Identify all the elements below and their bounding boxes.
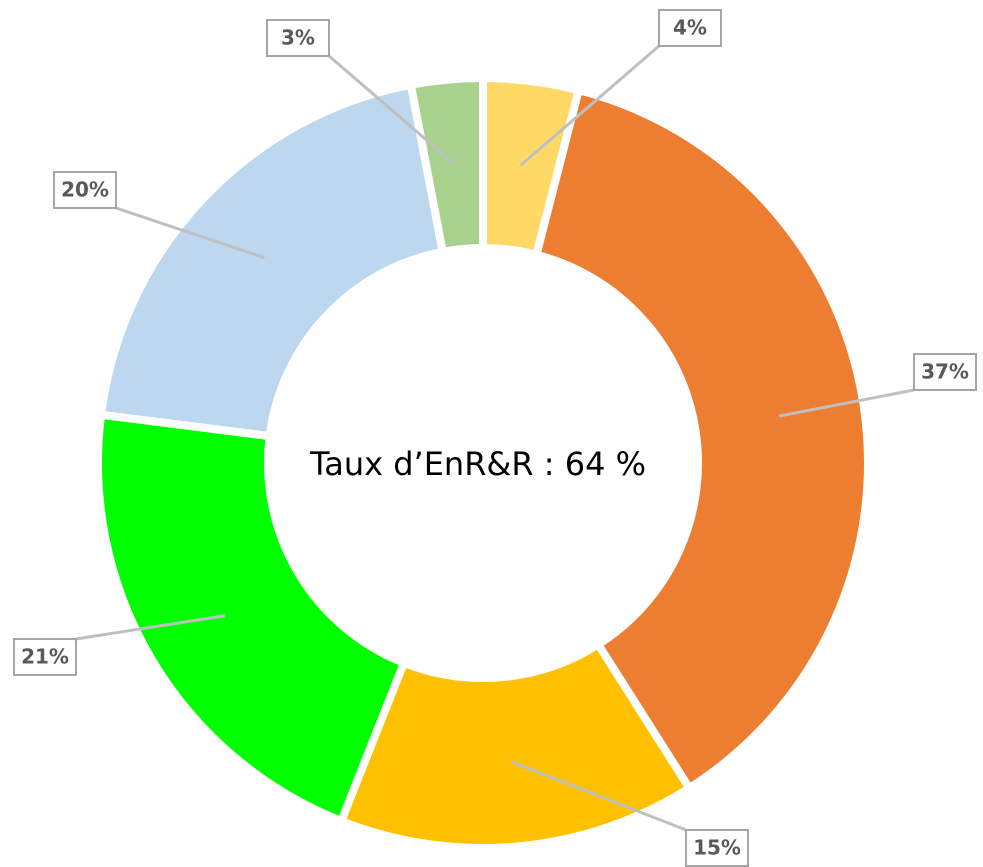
labels: 4% 37% 15% 21% 20% 3% [13, 9, 977, 867]
data-label: 4% [673, 16, 707, 40]
leader-line [75, 614, 226, 641]
leader-line [510, 760, 687, 832]
leader-line [115, 206, 265, 260]
slice [94, 410, 410, 827]
center-text: Taux d’EnR&R : 64 % [309, 445, 646, 483]
label-box [658, 9, 722, 47]
slice [96, 80, 448, 441]
leader-line [779, 388, 915, 418]
label-box [913, 353, 977, 391]
label-box [13, 638, 77, 676]
data-label: 37% [921, 360, 969, 384]
data-label: 15% [693, 836, 741, 860]
data-label: 3% [281, 26, 315, 50]
data-label: 20% [61, 178, 109, 202]
label-box [685, 829, 749, 867]
slice [531, 85, 872, 794]
slice [406, 73, 487, 257]
label-box [53, 171, 117, 209]
label-box [266, 19, 330, 57]
data-label: 21% [21, 645, 69, 669]
leader-line [519, 44, 660, 167]
leader-line [328, 54, 456, 166]
